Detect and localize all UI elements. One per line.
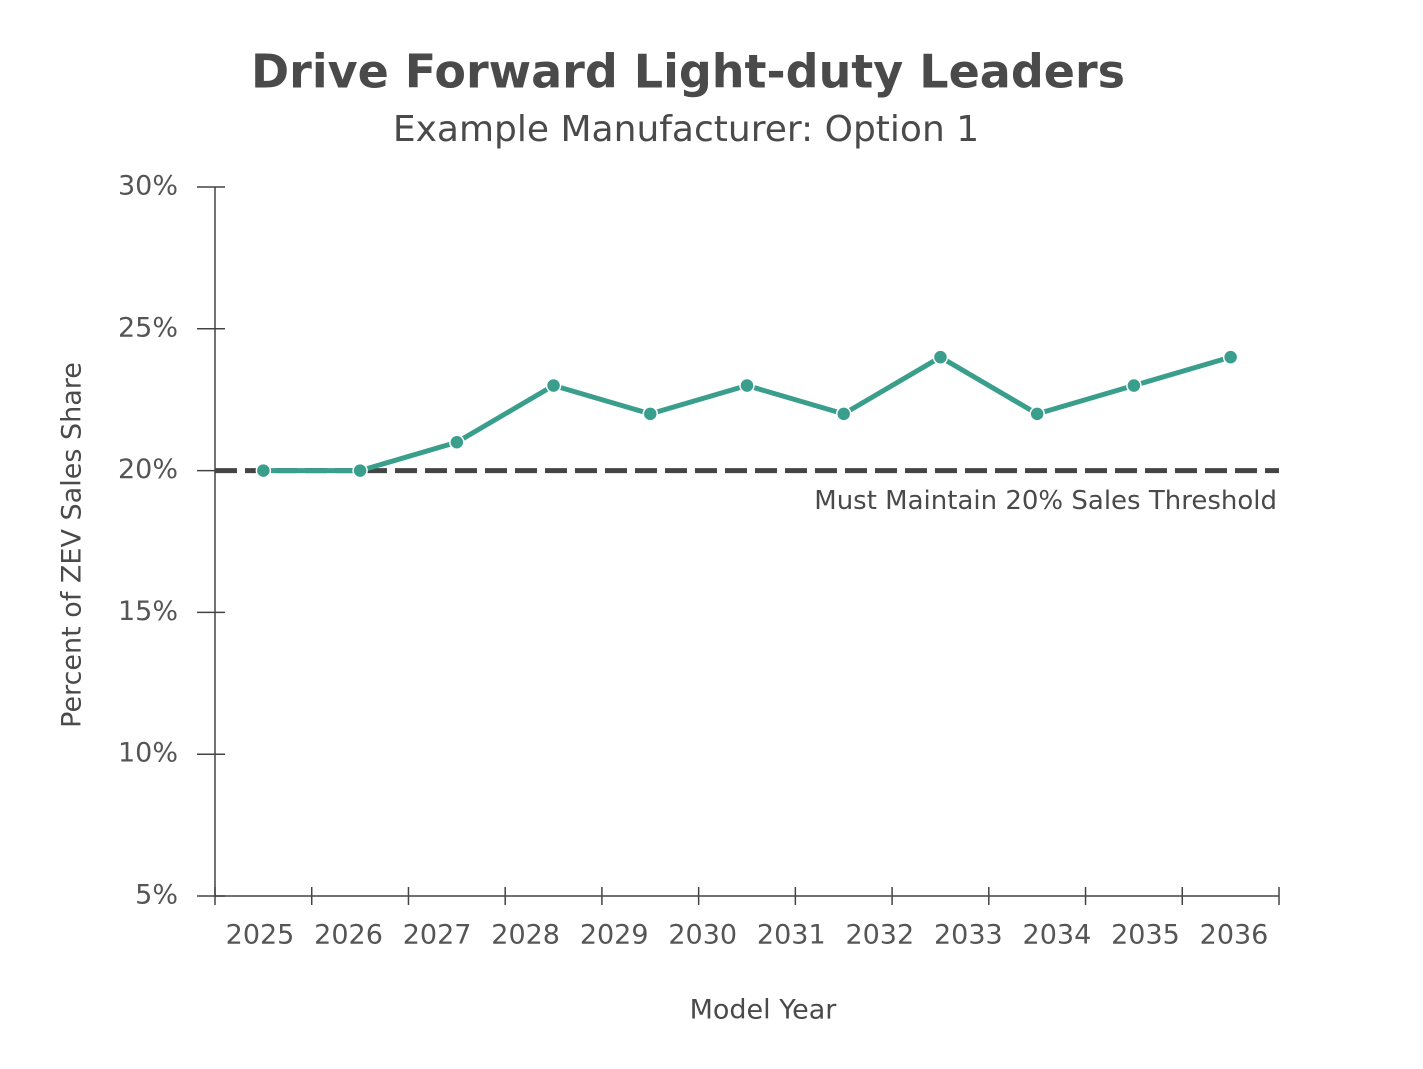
x-tick-label: 2025 [226, 920, 295, 951]
data-point [835, 406, 852, 422]
data-point [449, 434, 465, 450]
data-point [545, 377, 562, 394]
x-axis-label: Model Year [690, 995, 838, 1026]
x-tick-label: 2033 [934, 920, 1003, 951]
data-point [932, 349, 949, 365]
chart-subtitle: Example Manufacturer: Option 1 [393, 109, 979, 150]
x-tick-label: 2030 [668, 920, 737, 951]
data-point [739, 377, 755, 394]
data-point [1126, 377, 1142, 394]
x-tick-label: 2029 [580, 920, 649, 951]
data-point [255, 462, 272, 479]
y-tick-label: 15% [118, 596, 178, 627]
chart-title: Drive Forward Light-duty Leaders [251, 45, 1125, 99]
x-tick-label: 2032 [845, 920, 914, 951]
x-tick-label: 2027 [403, 920, 472, 951]
x-tick-label: 2034 [1023, 920, 1092, 951]
y-tick-label: 30% [118, 171, 178, 202]
y-tick-label: 10% [118, 738, 178, 769]
x-tick-label: 2031 [757, 920, 826, 951]
y-tick-label: 25% [118, 312, 178, 343]
threshold-label: Must Maintain 20% Sales Threshold [814, 486, 1277, 516]
series-line [263, 354, 1232, 474]
y-tick-label: 5% [135, 880, 178, 911]
x-tick-label: 2035 [1111, 920, 1180, 951]
x-tick-label: 2026 [314, 920, 383, 951]
y-axis-label: Percent of ZEV Sales Share [57, 362, 88, 728]
y-tick-label: 20% [118, 454, 178, 485]
data-point [1222, 349, 1239, 365]
data-point [642, 406, 659, 422]
data-point [1029, 406, 1045, 422]
x-tick-label: 2036 [1200, 920, 1269, 951]
data-point [352, 462, 368, 479]
x-tick-label: 2028 [491, 920, 560, 951]
